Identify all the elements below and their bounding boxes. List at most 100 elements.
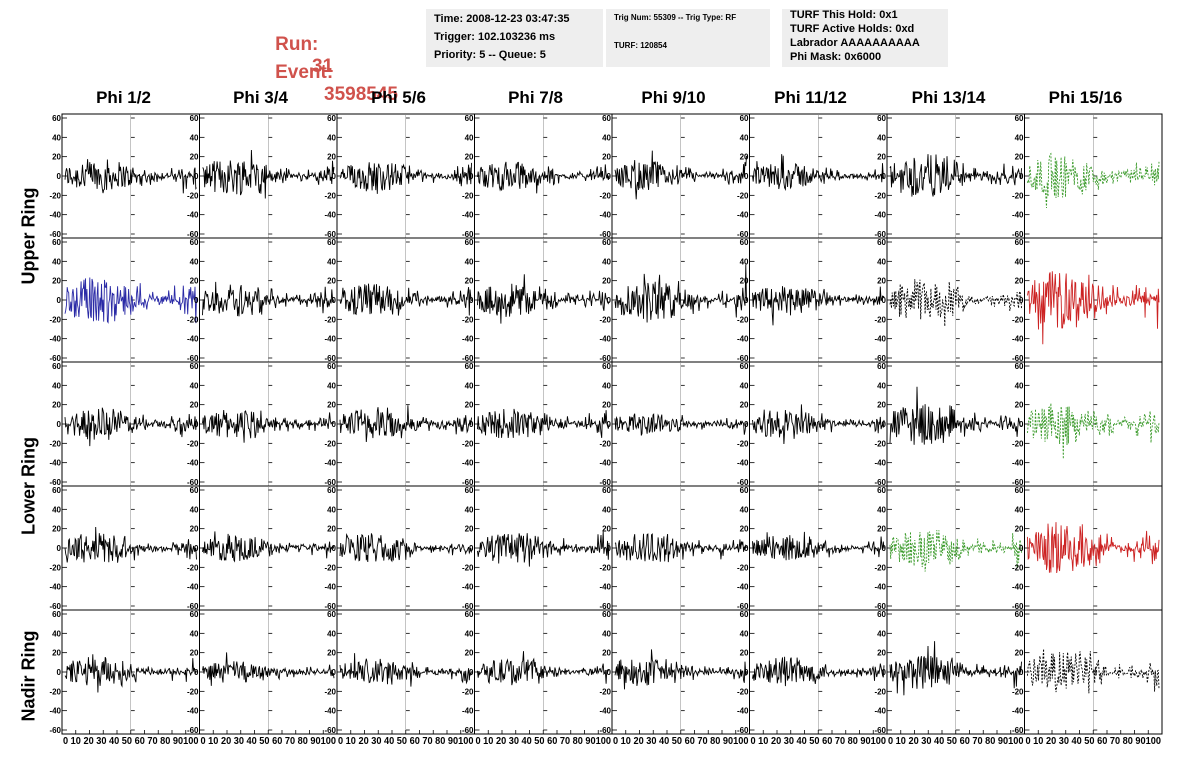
y-tick-label: -60 bbox=[1012, 230, 1024, 239]
y-tick-label: 20 bbox=[52, 401, 61, 410]
y-tick-label: 0 bbox=[469, 544, 474, 553]
waveform-trace bbox=[477, 531, 610, 567]
event-line: Event: 3598545 bbox=[254, 40, 398, 128]
y-tick-label: -20 bbox=[599, 439, 611, 448]
y-tick-label: -60 bbox=[324, 726, 336, 735]
y-tick-label: 40 bbox=[1015, 629, 1024, 638]
y-tick-label: -40 bbox=[737, 583, 749, 592]
column-header-phi-5-6: Phi 5/6 bbox=[371, 88, 426, 107]
y-tick-label: 0 bbox=[882, 296, 887, 305]
y-tick-label: -20 bbox=[49, 439, 61, 448]
y-tick-label: -20 bbox=[737, 191, 749, 200]
y-tick-label: -40 bbox=[874, 335, 886, 344]
y-tick-label: 60 bbox=[740, 486, 749, 495]
y-tick-label: -20 bbox=[187, 191, 199, 200]
y-tick-label: -40 bbox=[462, 459, 474, 468]
y-tick-label: -40 bbox=[187, 583, 199, 592]
waveform-trace bbox=[202, 652, 335, 686]
y-tick-label: -20 bbox=[49, 191, 61, 200]
y-tick-label: -60 bbox=[49, 726, 61, 735]
y-tick-label: 60 bbox=[877, 486, 886, 495]
y-tick-label: -20 bbox=[462, 315, 474, 324]
y-tick-label: 0 bbox=[744, 172, 749, 181]
y-tick-label: -20 bbox=[1012, 191, 1024, 200]
y-tick-label: 0 bbox=[607, 668, 612, 677]
y-tick-label: -60 bbox=[599, 354, 611, 363]
y-tick-label: 40 bbox=[877, 257, 886, 266]
waveform-trace bbox=[752, 154, 885, 191]
y-tick-label: 60 bbox=[465, 486, 474, 495]
y-tick-label: -20 bbox=[1012, 439, 1024, 448]
y-tick-label: -20 bbox=[324, 191, 336, 200]
y-tick-label: -60 bbox=[874, 602, 886, 611]
y-tick-label: -40 bbox=[324, 211, 336, 220]
waveform-trace bbox=[477, 274, 610, 324]
y-tick-label: 60 bbox=[740, 610, 749, 619]
y-tick-label: 40 bbox=[1015, 505, 1024, 514]
y-tick-label: 40 bbox=[327, 629, 336, 638]
time-text: Time: 2008-12-23 03:47:35 bbox=[434, 13, 570, 25]
y-tick-label: 40 bbox=[602, 381, 611, 390]
column-header-phi-13-14: Phi 13/14 bbox=[911, 88, 986, 107]
waveform-trace bbox=[477, 651, 610, 686]
y-tick-label: 60 bbox=[602, 362, 611, 371]
y-tick-label: -20 bbox=[599, 315, 611, 324]
waveform-trace bbox=[1027, 522, 1160, 574]
y-tick-label: 60 bbox=[877, 362, 886, 371]
waveform-trace bbox=[1027, 403, 1160, 459]
waveform-trace bbox=[64, 159, 197, 194]
y-tick-label: 60 bbox=[1015, 238, 1024, 247]
y-tick-label: 60 bbox=[190, 486, 199, 495]
y-tick-label: -40 bbox=[874, 459, 886, 468]
turf-active-holds-text: TURF Active Holds: 0xd bbox=[790, 23, 915, 35]
waveform-trace bbox=[202, 281, 335, 317]
y-tick-label: -20 bbox=[874, 687, 886, 696]
y-tick-label: -40 bbox=[1012, 707, 1024, 716]
waveform-trace bbox=[752, 656, 885, 687]
y-tick-label: -60 bbox=[737, 478, 749, 487]
y-tick-label: 20 bbox=[465, 649, 474, 658]
column-header-phi-3-4: Phi 3/4 bbox=[233, 88, 288, 107]
y-tick-label: -40 bbox=[1012, 583, 1024, 592]
y-tick-label: 60 bbox=[465, 610, 474, 619]
y-tick-label: 0 bbox=[607, 420, 612, 429]
y-tick-label: 40 bbox=[877, 133, 886, 142]
y-tick-label: 0 bbox=[57, 544, 62, 553]
waveform-trace bbox=[64, 654, 197, 693]
waveform-trace bbox=[202, 149, 335, 199]
y-tick-label: 20 bbox=[877, 153, 886, 162]
y-tick-label: 20 bbox=[740, 525, 749, 534]
y-tick-label: 0 bbox=[1019, 296, 1024, 305]
y-tick-label: 40 bbox=[190, 381, 199, 390]
y-tick-label: -20 bbox=[1012, 687, 1024, 696]
y-tick-label: -20 bbox=[49, 563, 61, 572]
y-tick-label: -20 bbox=[187, 687, 199, 696]
y-tick-label: 60 bbox=[327, 362, 336, 371]
event-value: 3598545 bbox=[324, 84, 398, 105]
trig-num-text: Trig Num: 55309 -- Trig Type: RF bbox=[614, 13, 737, 22]
y-tick-label: -60 bbox=[462, 726, 474, 735]
y-tick-label: 20 bbox=[190, 277, 199, 286]
waveform-trace bbox=[889, 641, 1022, 696]
y-tick-label: 20 bbox=[1015, 153, 1024, 162]
y-tick-label: 0 bbox=[607, 544, 612, 553]
y-tick-label: -60 bbox=[599, 230, 611, 239]
waveform-trace bbox=[339, 405, 472, 443]
waveform-trace bbox=[614, 649, 747, 690]
y-tick-label: 60 bbox=[877, 238, 886, 247]
waveform-trace bbox=[477, 161, 610, 194]
y-tick-label: -60 bbox=[874, 354, 886, 363]
y-tick-label: -60 bbox=[462, 230, 474, 239]
y-tick-label: 0 bbox=[882, 668, 887, 677]
y-tick-label: 20 bbox=[1015, 401, 1024, 410]
y-tick-label: -60 bbox=[187, 726, 199, 735]
y-tick-label: 40 bbox=[877, 629, 886, 638]
waveform-trace bbox=[202, 531, 335, 563]
y-tick-label: -40 bbox=[324, 707, 336, 716]
waveform-trace bbox=[202, 409, 335, 443]
y-tick-label: -40 bbox=[874, 211, 886, 220]
y-tick-label: -60 bbox=[187, 230, 199, 239]
y-tick-label: -40 bbox=[599, 335, 611, 344]
y-tick-label: -60 bbox=[187, 354, 199, 363]
